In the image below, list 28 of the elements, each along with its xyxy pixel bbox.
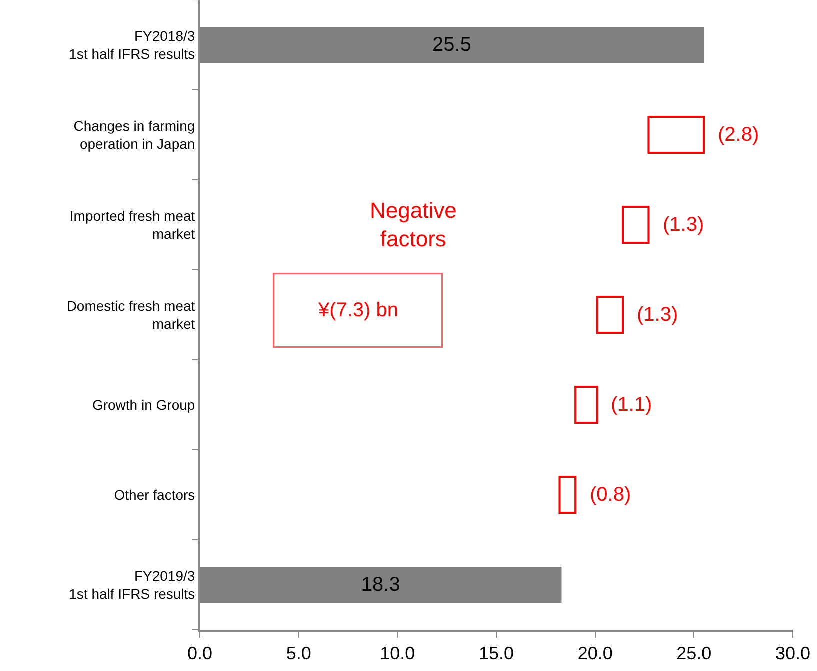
y-tick-label: FY2019/3 1st half IFRS results bbox=[69, 568, 196, 602]
y-tick-label: Changes in farming operation in Japan bbox=[74, 118, 196, 152]
y-tick-label: Imported fresh meat market bbox=[70, 208, 196, 242]
data-label: 18.3 bbox=[361, 574, 400, 596]
data-label: (0.8) bbox=[590, 484, 632, 506]
bar bbox=[648, 116, 706, 154]
annotation: ¥(7.3) bn bbox=[317, 300, 399, 322]
bar bbox=[558, 476, 577, 514]
x-tick-label: 10.0 bbox=[380, 644, 416, 664]
data-label: (1.3) bbox=[637, 304, 678, 326]
y-tick-label: Other factors bbox=[114, 486, 196, 503]
x-tick-label: 25.0 bbox=[676, 644, 712, 664]
x-tick-label: 30.0 bbox=[775, 644, 811, 664]
bar bbox=[622, 206, 650, 244]
data-label: (2.8) bbox=[718, 124, 760, 146]
y-tick-label: Domestic fresh meat market bbox=[66, 298, 196, 332]
y-tick-label: Growth in Group bbox=[92, 396, 196, 413]
x-tick-label: 15.0 bbox=[478, 644, 514, 664]
x-tick-label: 0.0 bbox=[187, 644, 213, 664]
bar bbox=[574, 386, 598, 424]
data-label: 25.5 bbox=[432, 34, 472, 56]
bar bbox=[596, 296, 624, 334]
x-tick-label: 20.0 bbox=[578, 644, 613, 664]
data-label: (1.3) bbox=[663, 214, 704, 236]
data-label: (1.1) bbox=[611, 394, 652, 416]
y-tick-label: FY2018/3 1st half IFRS results bbox=[69, 28, 196, 62]
annotation: Negative factors bbox=[370, 198, 457, 252]
x-tick-label: 5.0 bbox=[286, 644, 312, 664]
